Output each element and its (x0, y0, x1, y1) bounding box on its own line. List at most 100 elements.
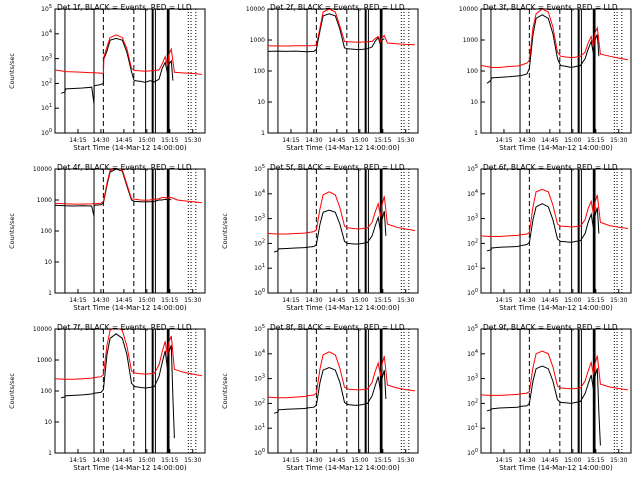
panel-det-5: 14:15 14:30 14:45 15:00 15:15 15:30 100 101 102 1… (221, 163, 419, 312)
series-events-line (273, 209, 387, 253)
series-lld-line (55, 34, 202, 75)
x-tick-label: 14:30 (518, 457, 535, 464)
y-tick-label: 1000 (37, 197, 52, 204)
x-tick-label: 15:00 (138, 457, 155, 464)
x-tick-label: 14:45 (115, 137, 132, 144)
plot-frame (267, 328, 419, 454)
x-tick-label: 14:15 (282, 297, 299, 304)
y-tick-label: 102 (467, 398, 478, 407)
y-tick-label: 102 (467, 238, 478, 247)
y-axis-label: Counts/sec (221, 213, 229, 249)
y-tick-label: 10 (257, 99, 265, 106)
x-tick-label: 14:15 (69, 297, 86, 304)
x-axis-label: Start Time (14-Mar-12 14:00:00) (73, 464, 187, 472)
series-lld-line (55, 329, 202, 380)
plot-frame (267, 168, 419, 294)
panel-det-6: 14:15 14:30 14:45 15:00 15:15 15:30 100 101 102 1… (467, 163, 632, 312)
y-tick-label: 10 (44, 419, 52, 426)
x-tick-label: 15:00 (138, 137, 155, 144)
panel-det-1: 14:15 14:30 14:45 15:00 15:15 15:30 100 101 102 1… (8, 3, 206, 152)
series-lld-line (268, 191, 415, 235)
y-tick-label: 10 (44, 259, 52, 266)
panel-title: Det 1f, BLACK = Events, RED = LLD (57, 3, 192, 12)
y-tick-label: 100 (254, 448, 265, 457)
y-tick-label: 102 (41, 78, 52, 87)
panel-title: Det 8f, BLACK = Events, RED = LLD (270, 323, 405, 332)
series-events-line (486, 365, 601, 446)
x-tick-label: 15:30 (184, 297, 201, 304)
x-tick-label: 14:45 (115, 297, 132, 304)
x-axis-label: Start Time (14-Mar-12 14:00:00) (286, 464, 400, 472)
series-lld-line (481, 350, 628, 396)
y-tick-label: 105 (467, 164, 478, 173)
plot-area (268, 169, 415, 293)
x-tick-label: 15:00 (138, 297, 155, 304)
x-tick-label: 14:30 (305, 457, 322, 464)
panel-det-2: 14:15 14:30 14:45 15:00 15:15 15:30 1 10 100 1000… (246, 3, 419, 152)
y-tick-label: 100 (41, 228, 53, 235)
x-axis-label: Start Time (14-Mar-12 14:00:00) (499, 304, 613, 312)
panel-det-8: 14:15 14:30 14:45 15:00 15:15 15:30 100 101 102 1… (221, 323, 419, 472)
y-tick-label: 10000 (33, 166, 52, 173)
series-events-line (486, 203, 600, 252)
x-tick-label: 14:30 (518, 137, 535, 144)
plot-area (481, 169, 628, 293)
series-lld-line (268, 351, 415, 399)
plot-area (55, 169, 202, 293)
series-lld-line (55, 169, 202, 205)
panel-title: Det 3f, BLACK = Events, RED = LLD (483, 3, 618, 12)
x-axis-label: Start Time (14-Mar-12 14:00:00) (499, 144, 613, 152)
series-events-line (55, 169, 172, 217)
series-events-line (486, 14, 600, 84)
plot-area (481, 9, 628, 133)
x-tick-label: 15:15 (161, 137, 178, 144)
y-tick-label: 105 (254, 164, 265, 173)
x-tick-label: 14:15 (69, 457, 86, 464)
y-axis-label: Counts/sec (8, 373, 16, 409)
y-tick-label: 1 (48, 290, 52, 297)
plot-area (268, 329, 415, 453)
y-tick-label: 105 (254, 324, 265, 333)
x-axis-label: Start Time (14-Mar-12 14:00:00) (286, 144, 400, 152)
x-axis-label: Start Time (14-Mar-12 14:00:00) (286, 304, 400, 312)
x-tick-label: 15:30 (610, 457, 627, 464)
y-tick-label: 100 (41, 128, 52, 137)
x-tick-label: 14:15 (282, 137, 299, 144)
plot-frame (54, 8, 206, 134)
x-tick-label: 15:30 (610, 137, 627, 144)
plot-area (268, 9, 415, 133)
x-tick-label: 15:00 (351, 137, 368, 144)
x-tick-label: 15:30 (184, 137, 201, 144)
x-tick-label: 14:45 (541, 297, 558, 304)
series-events-line (60, 37, 174, 104)
y-tick-label: 100 (254, 288, 265, 297)
x-tick-label: 15:15 (587, 137, 604, 144)
y-tick-label: 102 (254, 238, 265, 247)
x-tick-label: 15:30 (397, 457, 414, 464)
series-lld-line (481, 9, 628, 68)
x-tick-label: 14:15 (69, 137, 86, 144)
x-tick-label: 15:15 (587, 297, 604, 304)
x-tick-label: 15:00 (564, 457, 581, 464)
y-axis-label: Counts/sec (8, 213, 16, 249)
plot-area (481, 329, 628, 453)
x-tick-label: 14:45 (328, 297, 345, 304)
y-tick-label: 1000 (37, 357, 52, 364)
y-axis-label: Counts/sec (221, 373, 229, 409)
x-tick-label: 15:15 (374, 457, 391, 464)
plot-frame (54, 328, 206, 454)
x-axis-label: Start Time (14-Mar-12 14:00:00) (499, 464, 613, 472)
panel-title: Det 7f, BLACK = Events, RED = LLD (57, 323, 192, 332)
plot-frame (267, 8, 419, 134)
y-tick-label: 1000 (250, 37, 265, 44)
x-tick-label: 15:30 (184, 457, 201, 464)
y-tick-label: 1 (261, 130, 265, 137)
x-tick-label: 14:45 (328, 137, 345, 144)
x-tick-label: 15:15 (587, 457, 604, 464)
y-tick-label: 104 (467, 189, 478, 198)
y-tick-label: 1 (474, 130, 478, 137)
panel-title: Det 4f, BLACK = Events, RED = LLD (57, 163, 192, 172)
y-tick-label: 10000 (459, 6, 478, 13)
y-tick-label: 10000 (246, 6, 265, 13)
